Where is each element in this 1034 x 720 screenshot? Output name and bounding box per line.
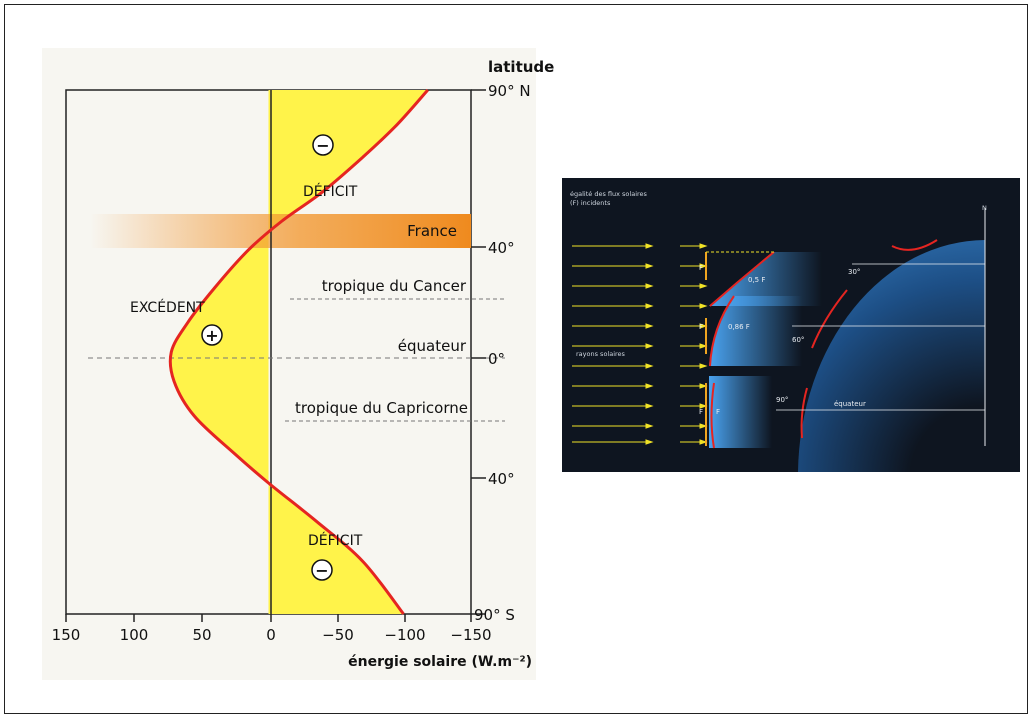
angle-label: 90°: [776, 396, 788, 404]
slab-90: [709, 376, 772, 448]
france-band: [90, 214, 471, 248]
deficit-area: [170, 90, 428, 614]
x-tick-marks: [65, 614, 472, 622]
tropic-capricorn-label: tropique du Capricorne: [295, 399, 468, 417]
flux-label: F: [699, 408, 703, 416]
globe-edge-30: [891, 239, 938, 251]
ray-arrow-icon: [645, 383, 654, 389]
angle-label: 60°: [792, 336, 804, 344]
plus-sign: +: [205, 326, 218, 345]
flux-label: F: [716, 408, 720, 416]
flux-label: 0,86 F: [728, 323, 750, 331]
slab-30: [709, 252, 822, 306]
ray-arrow-icon: [645, 423, 654, 429]
diagram-title-line2: (F) incidents: [570, 199, 611, 207]
flux-label: F: [699, 264, 703, 272]
x-tick-label: 150: [52, 626, 81, 644]
rays-label: rayons solaires: [576, 350, 626, 358]
lat-tick-label: 40°: [488, 470, 515, 488]
globe-edge-60: [811, 289, 848, 349]
globe-edge-90: [800, 387, 808, 439]
x-axis-title: énergie solaire (W.m⁻²): [348, 654, 532, 670]
ray-arrow-icon: [645, 303, 654, 309]
ray-arrow-icon: [645, 343, 654, 349]
edge-90: [710, 382, 715, 449]
ray-arrow-icon: [699, 363, 708, 369]
deficit-north-label: DÉFICIT: [303, 183, 358, 200]
ray-arrow-icon: [645, 283, 654, 289]
lat-tick-label: 40°: [488, 239, 515, 257]
ray-arrow-icon: [645, 363, 654, 369]
ray-arrow-icon: [645, 263, 654, 269]
ray-arrow-icon: [699, 343, 708, 349]
energy-latitude-diagram: latitude 90° N 40° 0° 40° 90° S 150 100 …: [42, 48, 554, 680]
deficit-south-label: DÉFICIT: [308, 532, 363, 549]
x-tick-label: −50: [322, 626, 354, 644]
latitude-axis-title: latitude: [488, 58, 554, 76]
angle-label: 30°: [848, 268, 860, 276]
slab-60: [709, 296, 802, 366]
ray-arrow-icon: [699, 403, 708, 409]
lat-tick-label: 90° N: [488, 82, 531, 100]
solar-rays: [572, 243, 708, 445]
equator-label: équateur: [834, 400, 866, 408]
ray-arrow-icon: [699, 283, 708, 289]
edge-60: [709, 295, 735, 367]
flux-label: F: [699, 323, 703, 331]
equator-label: équateur: [398, 337, 467, 355]
lat-tick-label: 0°: [488, 350, 505, 368]
minus-sign: −: [315, 561, 328, 580]
ray-arrow-icon: [645, 243, 654, 249]
x-tick-label: −100: [384, 626, 425, 644]
lat-tick-marks: [471, 89, 486, 615]
diagram-title-line1: égalité des flux solaires: [570, 190, 648, 198]
lat-tick-label: 90° S: [474, 606, 515, 624]
x-tick-label: 50: [192, 626, 211, 644]
earth-globe: [798, 240, 985, 472]
flux-label: 0,5 F: [748, 276, 765, 284]
edge-30: [709, 251, 775, 307]
ray-arrow-icon: [699, 423, 708, 429]
france-label: France: [407, 222, 457, 240]
x-tick-label: 100: [120, 626, 149, 644]
ray-arrow-icon: [699, 263, 708, 269]
excedent-label: EXCÉDENT: [130, 299, 205, 316]
x-tick-label: −150: [450, 626, 491, 644]
tropic-cancer-label: tropique du Cancer: [322, 277, 467, 295]
ray-arrow-icon: [645, 403, 654, 409]
ray-arrow-icon: [699, 303, 708, 309]
x-tick-label: 0: [266, 626, 276, 644]
energy-curve: [168, 88, 429, 615]
ray-arrow-icon: [699, 383, 708, 389]
minus-circle-icon: [311, 559, 333, 581]
plus-circle-icon: [201, 324, 223, 346]
ray-arrow-icon: [699, 243, 708, 249]
minus-circle-icon: [312, 134, 334, 156]
ray-arrow-icon: [699, 439, 708, 445]
ray-arrow-icon: [699, 323, 708, 329]
ray-arrow-icon: [645, 439, 654, 445]
ray-arrow-icon: [645, 323, 654, 329]
minus-sign: −: [316, 136, 329, 155]
solar-flux-diagram: égalité des flux solaires (F) incidents …: [562, 178, 1020, 472]
